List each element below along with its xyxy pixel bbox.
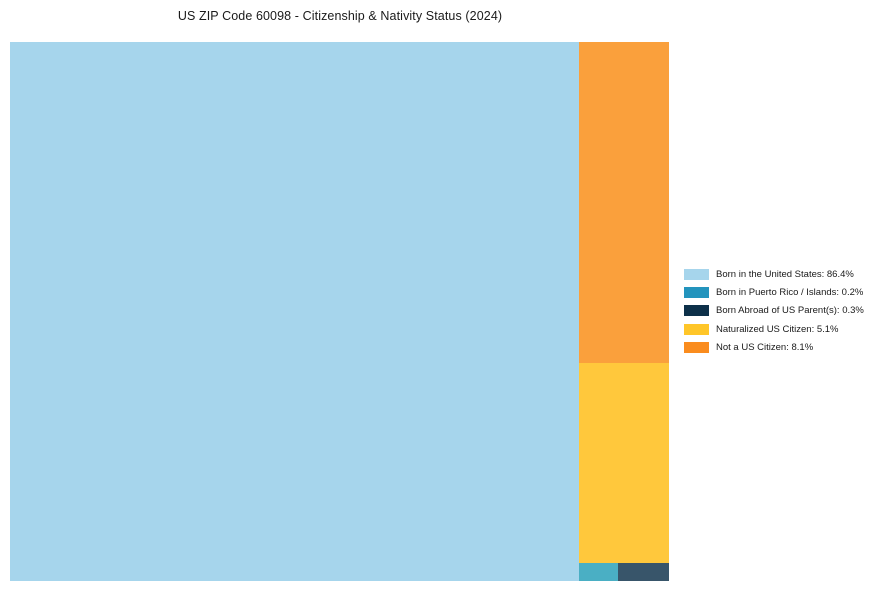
legend-item[interactable]: Born in the United States: 86.4% <box>684 265 884 283</box>
legend-item[interactable]: Born in Puerto Rico / Islands: 0.2% <box>684 283 884 301</box>
legend-item-label: Born Abroad of US Parent(s): 0.3% <box>716 305 864 317</box>
legend-swatch-icon <box>684 323 709 335</box>
chart-legend: Born in the United States: 86.4% Born in … <box>684 265 884 357</box>
legend-item-label: Not a US Citizen: 8.1% <box>716 342 814 354</box>
legend-item-label: Naturalized US Citizen: 5.1% <box>716 323 839 335</box>
legend-item-label: Born in the United States: 86.4% <box>716 268 854 280</box>
legend-swatch-icon <box>684 287 709 299</box>
legend-swatch-icon <box>684 342 709 354</box>
treemap-tile[interactable] <box>579 42 669 364</box>
treemap-tile[interactable] <box>579 562 618 581</box>
legend-item[interactable]: Naturalized US Citizen: 5.1% <box>684 320 884 338</box>
treemap-tile[interactable] <box>617 562 669 581</box>
treemap-tile[interactable] <box>579 363 669 563</box>
legend-item[interactable]: Not a US Citizen: 8.1% <box>684 339 884 357</box>
treemap-plot-area <box>10 42 669 581</box>
legend-item-label: Born in Puerto Rico / Islands: 0.2% <box>716 287 864 299</box>
legend-item[interactable]: Born Abroad of US Parent(s): 0.3% <box>684 302 884 320</box>
treemap-tile[interactable] <box>10 42 580 581</box>
chart-title: US ZIP Code 60098 - Citizenship & Nativi… <box>177 9 503 23</box>
legend-swatch-icon <box>684 268 709 280</box>
legend-swatch-icon <box>684 305 709 317</box>
